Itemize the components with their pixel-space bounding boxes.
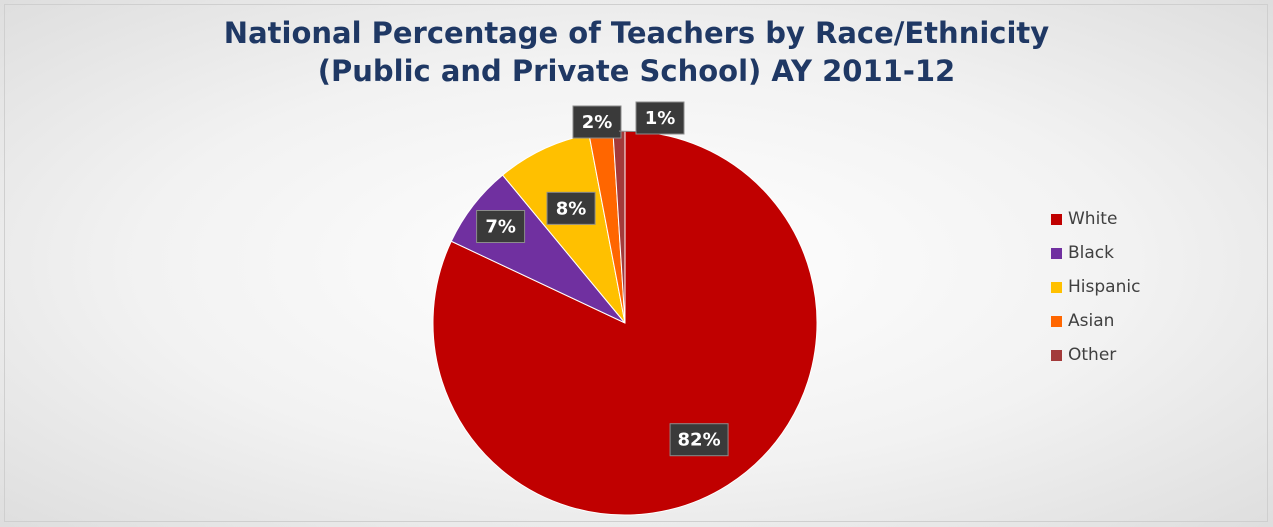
data-label-asian: 2% <box>582 112 613 133</box>
legend-item-white: White <box>1051 202 1140 236</box>
legend-label-black: Black <box>1068 243 1114 263</box>
legend-label-hispanic: Hispanic <box>1068 277 1141 297</box>
chart-title: National Percentage of Teachers by Race/… <box>0 14 1273 90</box>
chart-frame <box>4 4 1268 522</box>
pie-slices <box>432 130 818 516</box>
data-label-box-black <box>476 210 526 243</box>
legend-item-black: Black <box>1051 236 1140 270</box>
data-label-other: 1% <box>645 108 676 129</box>
legend-item-asian: Asian <box>1051 304 1140 338</box>
legend-swatch-asian <box>1051 315 1062 327</box>
legend-item-hispanic: Hispanic <box>1051 270 1140 304</box>
legend-label-white: White <box>1068 209 1118 229</box>
data-label-white: 82% <box>678 430 721 451</box>
legend-swatch-other <box>1051 349 1062 361</box>
data-label-black: 7% <box>485 217 516 238</box>
data-label-box-asian <box>572 105 622 139</box>
data-label-box-hispanic <box>546 191 596 225</box>
data-label-box-other <box>635 101 685 135</box>
data-labels: 82% 7% 8% 2% 1% <box>476 101 729 457</box>
data-label-hispanic: 8% <box>556 198 587 219</box>
legend: White Black Hispanic Asian Other <box>1051 202 1140 372</box>
legend-swatch-black <box>1051 247 1062 259</box>
legend-label-other: Other <box>1068 345 1117 365</box>
chart-title-line-1: National Percentage of Teachers by Race/… <box>223 16 1050 50</box>
legend-item-other: Other <box>1051 338 1140 372</box>
legend-swatch-hispanic <box>1051 281 1062 293</box>
data-label-box-white <box>669 423 729 457</box>
legend-swatch-white <box>1051 213 1062 225</box>
legend-label-asian: Asian <box>1068 311 1115 331</box>
chart-title-line-2: (Public and Private School) AY 2011-12 <box>317 54 956 88</box>
